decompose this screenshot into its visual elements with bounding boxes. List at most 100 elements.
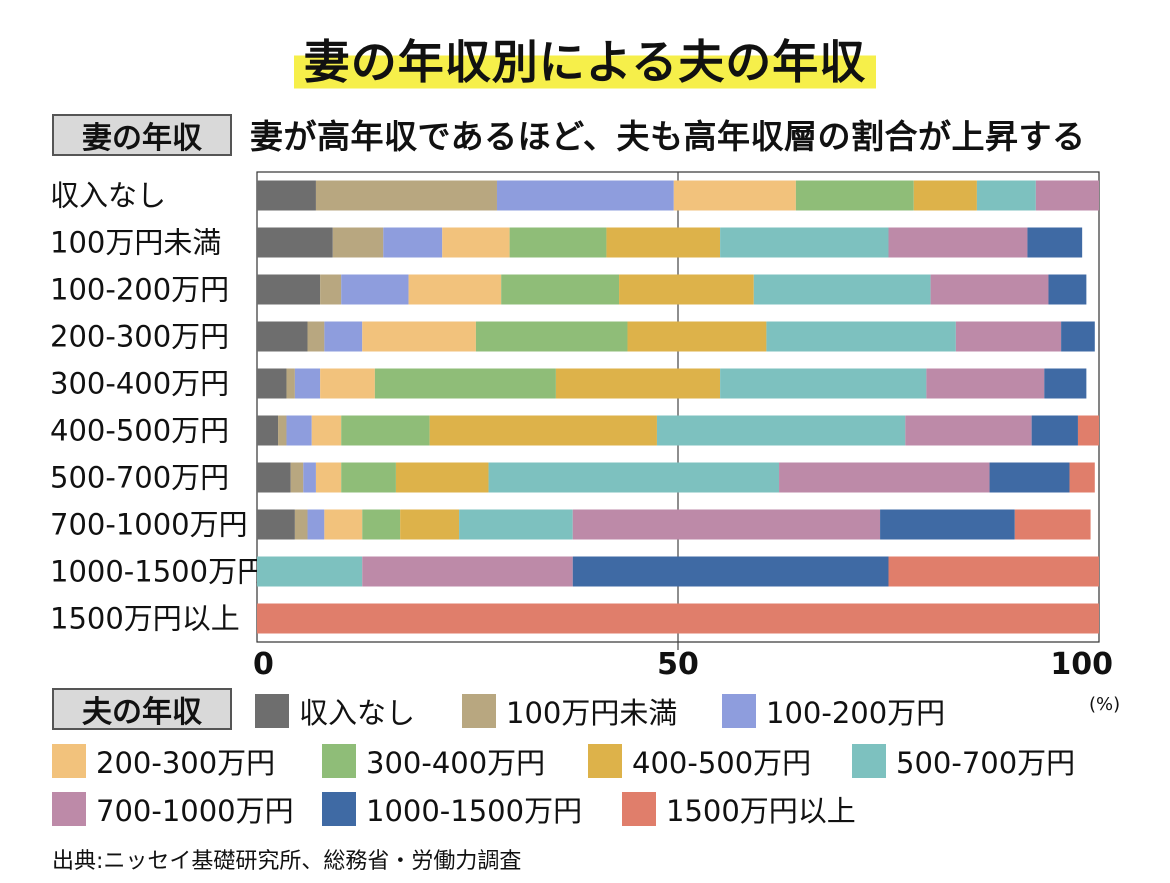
bar-segment xyxy=(257,415,279,446)
legend-label-box: 夫の年収 xyxy=(52,688,232,730)
legend-label-text: 700-1000万円 xyxy=(96,794,294,828)
legend-swatch xyxy=(52,792,86,826)
bar-segment xyxy=(278,415,287,446)
y-tick-label: 500-700万円 xyxy=(50,461,229,495)
bar-segment xyxy=(1031,415,1078,446)
legend-swatch xyxy=(322,792,356,826)
chart-subtitle: 妻が高年収であるほど、夫も高年収層の割合が上昇する xyxy=(250,117,1086,156)
bar-segment xyxy=(572,556,889,587)
bar-segment xyxy=(955,321,1062,352)
bar-segment xyxy=(257,180,316,211)
legend-swatch xyxy=(255,694,289,728)
legend-item: 700-1000万円 xyxy=(52,788,294,830)
bar-segment xyxy=(459,509,573,540)
legend-item: 100万円未満 xyxy=(462,690,677,732)
bar-segment xyxy=(257,509,295,540)
bar-segment xyxy=(656,415,906,446)
bar-segment xyxy=(362,556,573,587)
bar-segment xyxy=(294,368,321,399)
bar-segment xyxy=(320,274,342,305)
bar-segment xyxy=(1077,415,1099,446)
y-tick-label: 収入なし xyxy=(50,179,166,213)
bar-segment xyxy=(442,227,510,258)
legend-item: 1500万円以上 xyxy=(622,788,856,830)
legend-swatch xyxy=(322,744,356,778)
bar-segment xyxy=(315,180,497,211)
bar-segment xyxy=(408,274,502,305)
source-note: 出典:ニッセイ基礎研究所、総務省・労働力調査 xyxy=(52,849,522,874)
bar-segment xyxy=(395,462,489,493)
y-tick-label: 100-200万円 xyxy=(50,273,229,307)
bar-segment xyxy=(488,462,780,493)
bar-segment xyxy=(501,274,620,305)
bar-segment xyxy=(286,368,295,399)
legend-label-text: 100万円未満 xyxy=(506,696,678,730)
y-tick-label: 100万円未満 xyxy=(50,226,221,260)
bar-segment xyxy=(509,227,607,258)
legend-swatch xyxy=(588,744,622,778)
bar-segment xyxy=(294,509,308,540)
y-tick-label: 400-500万円 xyxy=(50,414,229,448)
legend-item: 200-300万円 xyxy=(52,740,275,782)
bar-segment xyxy=(989,462,1070,493)
title-wrap: 妻の年収別による夫の年収 xyxy=(0,26,1170,92)
bar-segment xyxy=(257,274,321,305)
legend-label-text: 1000-1500万円 xyxy=(366,794,583,828)
bar-segment xyxy=(606,227,721,258)
bar-segment xyxy=(496,180,674,211)
bar-segment xyxy=(779,462,990,493)
y-tick-label: 700-1000万円 xyxy=(50,508,248,542)
bar-segment xyxy=(555,368,721,399)
bar-segment xyxy=(930,274,1049,305)
bar-segment xyxy=(753,274,931,305)
bar-segment xyxy=(1044,368,1087,399)
legend-swatch xyxy=(622,792,656,826)
bar-segment xyxy=(1035,180,1099,211)
legend-label: 夫の年収 xyxy=(82,695,202,730)
legend-item: 100-200万円 xyxy=(722,690,945,732)
legend-swatch xyxy=(722,694,756,728)
bar-segment xyxy=(1048,274,1087,305)
bar-segment xyxy=(315,462,342,493)
bar-segment xyxy=(362,321,476,352)
bar-segment xyxy=(303,462,316,493)
bar-segment xyxy=(766,321,956,352)
bar-segment xyxy=(257,368,287,399)
bar-segment xyxy=(888,227,1028,258)
bar-segment xyxy=(324,321,363,352)
legend-label-text: 500-700万円 xyxy=(896,746,1076,780)
bar-segment xyxy=(926,368,1045,399)
bar-segment xyxy=(913,180,977,211)
legend-label-text: 300-400万円 xyxy=(366,746,546,780)
bar-segment xyxy=(1027,227,1083,258)
bar-segment xyxy=(341,415,430,446)
bar-segment xyxy=(286,415,312,446)
y-tick-label: 1500万円以上 xyxy=(50,602,240,636)
legend-item: 400-500万円 xyxy=(588,740,811,782)
legend-swatch xyxy=(852,744,886,778)
bar-segment xyxy=(257,227,333,258)
bar-segment xyxy=(905,415,1032,446)
legend-item: 1000-1500万円 xyxy=(322,788,582,830)
y-tick-label: 1000-1500万円 xyxy=(50,555,266,589)
y-group-label-box: 妻の年収 xyxy=(52,114,232,156)
bar-segment xyxy=(383,227,443,258)
bar-segment xyxy=(290,462,304,493)
legend-label-text: 収入なし xyxy=(299,696,416,730)
bar-segment xyxy=(374,368,556,399)
bar-segment xyxy=(320,368,375,399)
bar-segment xyxy=(311,415,342,446)
bar-segment xyxy=(341,274,409,305)
bar-segment xyxy=(362,509,401,540)
bar-segment xyxy=(257,462,291,493)
unit-label: (%) xyxy=(1089,694,1120,715)
x-tick-label: 100 xyxy=(1050,647,1113,682)
bar-segment xyxy=(673,180,796,211)
bar-segment xyxy=(429,415,657,446)
bar-segment xyxy=(888,556,1099,587)
bar-segment xyxy=(1069,462,1095,493)
legend-swatch xyxy=(52,744,86,778)
bar-segment xyxy=(795,180,914,211)
bar-segment xyxy=(572,509,881,540)
